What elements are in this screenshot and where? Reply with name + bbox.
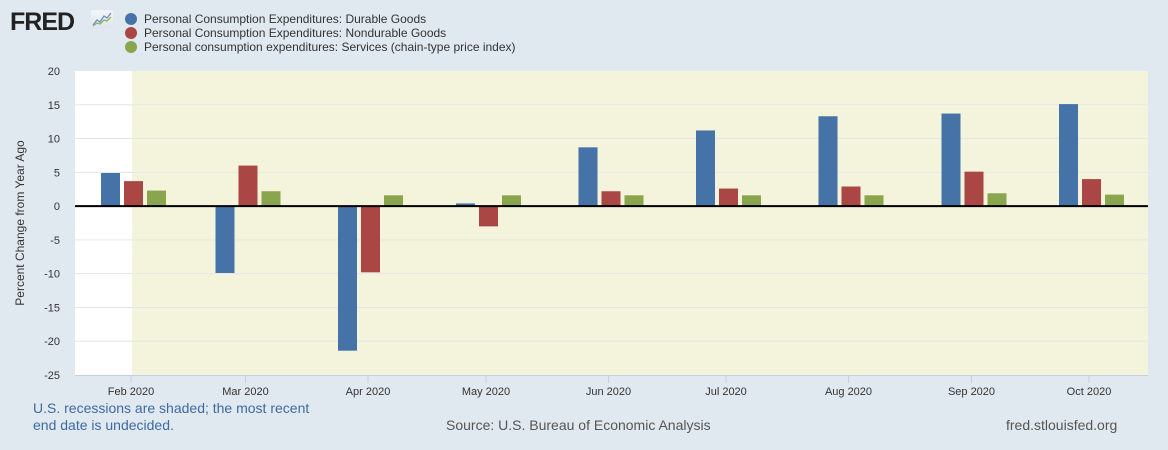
bar-services[interactable] [987,193,1007,207]
y-tick-label: 0 [54,201,60,213]
x-tick-label: Jun 2020 [586,386,631,398]
legend-item-nondurable[interactable]: Personal Consumption Expenditures: Nondu… [125,26,516,40]
legend-label: Personal Consumption Expenditures: Durab… [144,12,427,26]
bar-durable[interactable] [818,116,838,207]
bar-nondurable[interactable] [1082,179,1101,207]
y-tick-label: 20 [48,66,60,78]
bar-services[interactable] [502,195,521,207]
y-tick-label: -10 [44,269,60,281]
bar-durable[interactable] [456,203,475,207]
y-axis-title: Percent Change from Year Ago [13,140,27,306]
x-tick-label: Jul 2020 [705,386,747,398]
x-tick-label: Sep 2020 [948,386,995,398]
y-tick-label: 15 [48,100,60,112]
bar-durable[interactable] [1059,104,1078,207]
y-tick-label: 10 [48,134,60,146]
x-tick-label: Apr 2020 [346,386,391,398]
source-text: Source: U.S. Bureau of Economic Analysis [446,417,711,433]
legend-dot-services [125,41,137,53]
recession-note: U.S. recessions are shaded; the most rec… [33,400,333,434]
bar-services[interactable] [864,195,884,207]
bar-services[interactable] [261,191,281,207]
bar-nondurable[interactable] [124,181,143,207]
legend-label: Personal consumption expenditures: Servi… [144,40,516,54]
chart-legend: Personal Consumption Expenditures: Durab… [125,12,516,54]
chart-line-icon [91,10,113,28]
y-tick-label: -5 [50,235,60,247]
bar-durable[interactable] [696,130,715,207]
legend-item-durable[interactable]: Personal Consumption Expenditures: Durab… [125,12,516,26]
x-tick-label: Oct 2020 [1067,386,1112,398]
bar-nondurable[interactable] [238,165,258,207]
recession-note-line2: end date is undecided. [33,417,174,433]
bar-durable[interactable] [101,173,120,207]
x-tick-label: Aug 2020 [825,386,872,398]
y-axis-ticks: 20 15 10 5 0 -5 -10 -15 -20 -25 [44,66,60,382]
bars [101,104,1124,351]
bar-nondurable[interactable] [719,188,738,207]
recession-shading [132,71,1148,375]
recession-note-line1: U.S. recessions are shaded; the most rec… [33,400,310,416]
bar-nondurable[interactable] [964,171,984,207]
bar-durable[interactable] [215,206,235,273]
x-tick-label: Mar 2020 [222,386,268,398]
x-tick-label: Feb 2020 [108,386,154,398]
bar-durable[interactable] [338,206,357,351]
bar-services[interactable] [1105,194,1124,207]
y-tick-label: -25 [44,370,60,382]
x-tick-label: May 2020 [462,386,510,398]
bar-nondurable[interactable] [601,191,621,207]
bar-durable[interactable] [578,147,598,207]
bar-nondurable[interactable] [479,206,498,227]
bar-services[interactable] [147,190,166,207]
bar-services[interactable] [742,195,761,207]
bar-nondurable[interactable] [361,206,380,273]
y-tick-label: 5 [54,167,60,179]
legend-dot-durable [125,13,137,25]
site-link[interactable]: fred.stlouisfed.org [1006,417,1118,433]
legend-dot-nondurable [125,27,137,39]
x-axis-ticks: Feb 2020 Mar 2020 Apr 2020 May 2020 Jun 2020… [108,375,1112,398]
y-tick-label: -15 [44,302,60,314]
y-tick-label: -20 [44,336,60,348]
bar-durable[interactable] [941,113,961,207]
fred-logo[interactable]: FRED [10,8,75,36]
bar-services[interactable] [624,195,644,207]
bar-services[interactable] [384,195,403,207]
bar-nondurable[interactable] [841,186,861,207]
legend-item-services[interactable]: Personal consumption expenditures: Servi… [125,40,516,54]
legend-label: Personal Consumption Expenditures: Nondu… [144,26,447,40]
